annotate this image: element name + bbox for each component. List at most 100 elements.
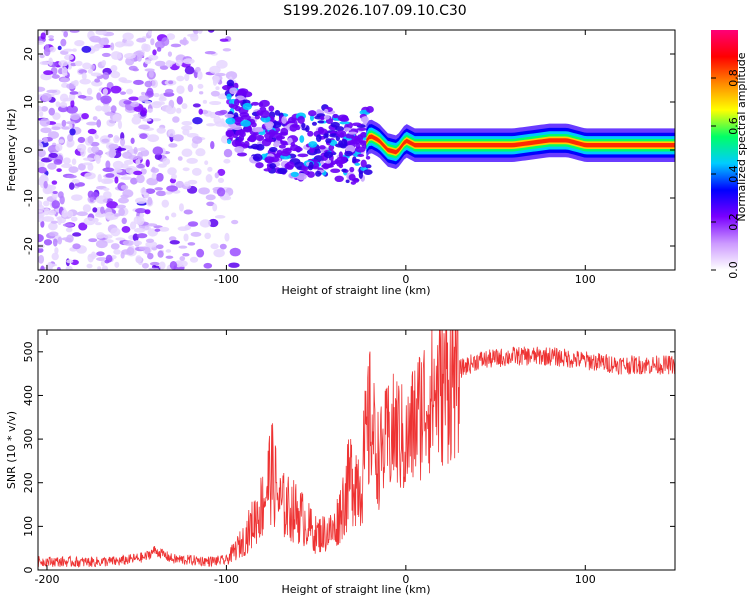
spectrogram-cell: [68, 182, 75, 190]
spectrogram-cell: [217, 177, 225, 184]
x-tick-label: -100: [214, 573, 239, 586]
spectrogram-cell: [40, 32, 46, 40]
spectrogram-cell: [151, 118, 162, 122]
spectrogram-cell: [64, 238, 73, 243]
spectrogram-cell: [100, 95, 112, 104]
spectrogram-cell: [72, 243, 81, 250]
spectrogram-cell: [193, 30, 199, 35]
spectrogram-cell: [165, 255, 174, 259]
spectrogram-cell: [135, 147, 147, 152]
spectrogram-cell: [208, 218, 219, 228]
spectrogram-cell: [122, 32, 134, 41]
spectrogram-cell: [172, 134, 184, 142]
spectrogram-cell: [269, 162, 277, 169]
spectrogram-cell: [225, 129, 234, 137]
spectrogram-cell: [118, 208, 126, 216]
spectrogram-cell: [110, 227, 121, 237]
spectrogram-cell: [48, 152, 58, 158]
spectrogram-cell: [51, 126, 61, 131]
spectrogram-cell: [66, 174, 77, 179]
spectrogram-cell: [87, 135, 94, 144]
spectrogram-cell: [76, 211, 88, 217]
spectrogram-cell: [172, 116, 180, 123]
spectrogram-cell: [63, 48, 74, 52]
spectrogram-cell: [137, 151, 143, 161]
spectrogram-cell: [104, 211, 115, 219]
spectrogram-cell: [116, 204, 126, 209]
spectrogram-cell: [128, 96, 139, 101]
spectrogram-cell: [183, 233, 189, 242]
spectrogram-cell: [89, 35, 102, 43]
spectrogram-cell: [214, 110, 226, 116]
snr-series-line: [38, 330, 675, 568]
spectrogram-cell: [41, 92, 52, 102]
spectrogram-cell: [82, 62, 92, 70]
spectrogram-cell: [181, 103, 188, 110]
spectrogram-cell: [171, 212, 177, 218]
spectrogram-cell: [114, 147, 127, 152]
spectrogram-cell: [77, 136, 86, 143]
spectrogram-cell: [58, 60, 69, 67]
spectrogram-cell: [66, 210, 74, 218]
spectrogram-cell: [38, 254, 45, 264]
snr-y-axis-label: SNR (10 * v/v): [5, 411, 18, 489]
spectrogram-cell: [101, 138, 110, 143]
spectrogram-cell: [187, 84, 194, 93]
spectrogram-cell: [198, 91, 204, 95]
spectrogram-cell: [66, 259, 74, 264]
spectrogram-cell: [234, 146, 245, 154]
y-tick-label: 100: [22, 516, 35, 537]
spectrogram-cell: [228, 103, 235, 108]
spectrogram-cell: [166, 185, 178, 192]
spectrogram-cell: [187, 221, 199, 227]
spectrogram-cell: [259, 110, 270, 119]
spectrogram-cell: [122, 189, 134, 198]
spectrogram-cell: [72, 48, 77, 52]
spectrogram-cell: [40, 265, 45, 270]
spectrogram-cell: [96, 232, 105, 239]
spectrogram-cell: [57, 105, 69, 113]
spectrogram-cell: [122, 240, 135, 246]
spectrogram-cell: [159, 93, 165, 100]
spectrogram-cell: [247, 137, 255, 142]
spectrogram-cell: [120, 138, 126, 147]
spectrogram-cell: [197, 83, 204, 89]
spectrogram-cell: [74, 39, 85, 47]
spectrogram-cell: [51, 200, 60, 209]
spectrogram-cell: [40, 220, 45, 228]
spectrogram-cell: [335, 126, 345, 132]
spectrogram-cell: [209, 111, 217, 119]
spectrogram-cell: [96, 92, 102, 101]
spectrogram-cell: [87, 190, 94, 199]
spectrogram-cell: [251, 101, 260, 106]
spectrogram-cell: [71, 194, 83, 201]
spectrogram-cell: [156, 127, 166, 134]
spectrogram-cell: [347, 140, 352, 146]
spectrogram-cell: [195, 148, 206, 157]
spectrogram-cell: [145, 238, 155, 243]
spectrogram-cell: [72, 232, 82, 237]
spectrogram-ridge-band: [366, 134, 675, 155]
spectrogram-cell: [297, 153, 309, 158]
spectrogram-cell: [60, 77, 70, 83]
spectrogram-cell: [55, 101, 61, 108]
spectrogram-cell: [315, 170, 322, 177]
spectrogram-cell: [89, 141, 100, 147]
spectrogram-cell: [65, 227, 73, 233]
spectrogram-cell: [358, 171, 363, 179]
spectrogram-cell: [87, 253, 94, 263]
spectrogram-cell: [317, 120, 325, 124]
spectrogram-cell: [145, 241, 158, 248]
spectrogram-cell: [175, 59, 183, 67]
spectrogram-cell: [39, 54, 45, 59]
spectrogram-cell: [198, 187, 210, 195]
spectrogram-cell: [240, 114, 251, 120]
spectrogram-cell: [330, 168, 341, 174]
spectrogram-cell: [252, 153, 263, 162]
spectrogram-cell: [147, 252, 154, 260]
figure-title: S199.2026.107.09.10.C30: [283, 3, 466, 19]
spectrogram-cell: [101, 59, 107, 67]
spectrogram-cell: [90, 72, 102, 77]
spectrogram-cell: [214, 121, 226, 127]
